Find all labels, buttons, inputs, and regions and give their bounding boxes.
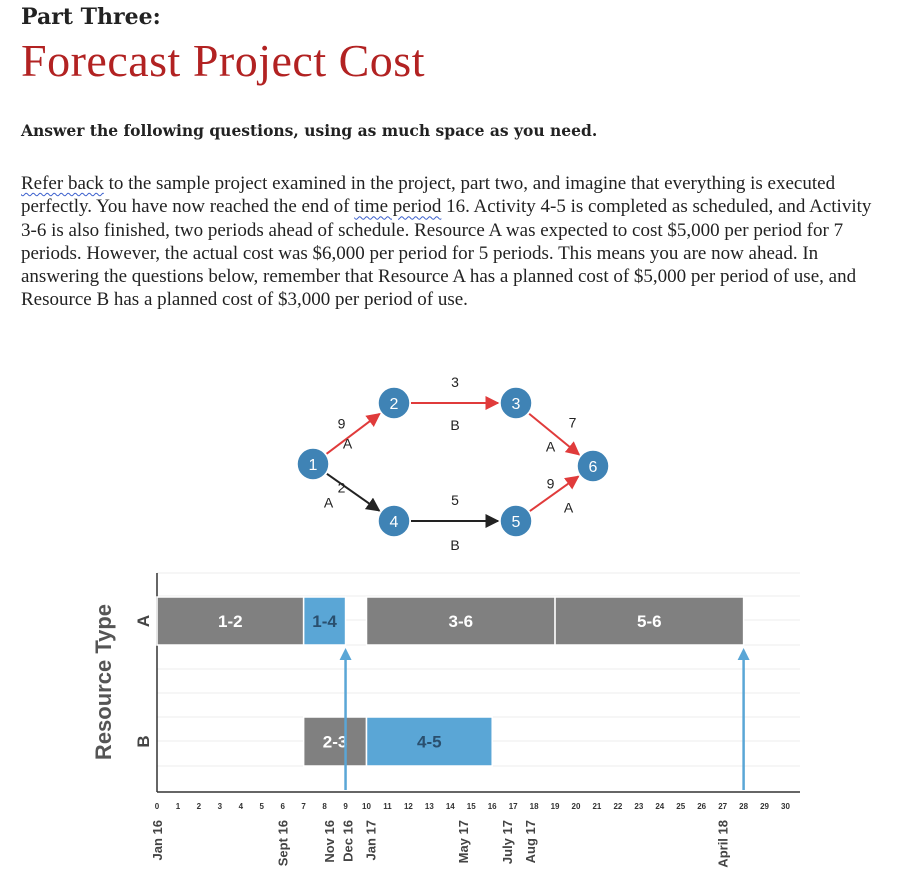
bar-1-4 [302, 596, 347, 646]
tick-label-18: 18 [530, 802, 539, 811]
tick-label-15: 15 [467, 802, 476, 811]
date-label-8: April 18 [716, 820, 731, 868]
tick-label-24: 24 [655, 802, 664, 811]
tick-label-1: 1 [176, 802, 181, 811]
body-paragraph: Refer back to the sample project examine… [21, 172, 883, 312]
tick-label-23: 23 [634, 802, 643, 811]
bar-1-2 [156, 596, 305, 646]
node-label-3: 3 [512, 396, 521, 413]
edge-resource-4-5: B [450, 537, 459, 553]
node-label-6: 6 [589, 459, 598, 476]
node-label-1: 1 [309, 457, 318, 474]
date-label-4: Jan 17 [364, 820, 379, 860]
edge-5-6 [529, 475, 580, 512]
edge-1-4 [326, 472, 381, 512]
tick-label-19: 19 [551, 802, 560, 811]
bar-5-6 [554, 596, 745, 646]
node-2 [377, 386, 411, 420]
node-3 [499, 386, 533, 420]
marker-arrow-1 [737, 648, 750, 660]
tick-label-22: 22 [613, 802, 622, 811]
edge-resource-2-3: B [450, 417, 459, 433]
edge-resource-1-2: A [343, 436, 353, 452]
resource-gantt-chart: Resource Type AB1-2 1-4 3-6 5-62-3 4-50 1 2 3 4 5 6… [91, 572, 800, 868]
edge-resource-1-4: A [324, 495, 334, 511]
y-axis-title: Resource Type [91, 604, 116, 760]
bar-label-1-2: 1-2 [218, 612, 243, 631]
node-label-2: 2 [390, 396, 399, 413]
node-label-5: 5 [512, 514, 521, 531]
edge-3-6 [528, 412, 581, 456]
tick-label-13: 13 [425, 802, 434, 811]
part-label: Part Three: [21, 4, 161, 30]
spellcheck-refer-back: Refer back [21, 173, 104, 194]
date-label-1: Sept 16 [276, 820, 291, 866]
tick-label-16: 16 [488, 802, 497, 811]
tick-label-26: 26 [697, 802, 706, 811]
bar-label-1-4: 1-4 [312, 612, 337, 631]
bar-label-3-6: 3-6 [448, 612, 473, 631]
tick-label-7: 7 [301, 802, 306, 811]
tick-label-4: 4 [239, 802, 244, 811]
bar-label-2-3: 2-3 [323, 733, 348, 752]
paragraph-text-1: to the sample project examined in the pr… [21, 173, 836, 218]
tick-label-9: 9 [343, 802, 348, 811]
date-label-3: Dec 16 [341, 820, 356, 862]
bar-label-4-5: 4-5 [417, 733, 442, 752]
tick-label-0: 0 [155, 802, 160, 811]
tick-label-11: 11 [383, 802, 392, 811]
edge-resource-3-6: A [546, 439, 556, 455]
tick-label-25: 25 [676, 802, 685, 811]
date-label-6: July 17 [500, 820, 515, 864]
node-6 [576, 449, 610, 483]
tick-label-12: 12 [404, 802, 413, 811]
node-5 [499, 504, 533, 538]
edge-duration-1-2: 9 [338, 416, 346, 432]
node-4 [377, 504, 411, 538]
row-label-A: A [134, 615, 153, 627]
node-label-4: 4 [390, 514, 399, 531]
tick-label-30: 30 [781, 802, 790, 811]
tick-label-28: 28 [739, 802, 748, 811]
node-1 [296, 447, 330, 481]
date-label-2: Nov 16 [322, 820, 337, 863]
bar-2-3 [302, 716, 368, 767]
tick-label-17: 17 [509, 802, 518, 811]
tick-label-14: 14 [446, 802, 455, 811]
tick-label-2: 2 [197, 802, 202, 811]
tick-label-27: 27 [718, 802, 727, 811]
edge-duration-4-5: 5 [451, 492, 459, 508]
tick-label-3: 3 [218, 802, 223, 811]
date-label-5: May 17 [456, 820, 471, 863]
bar-4-5 [365, 716, 493, 767]
tick-label-10: 10 [362, 802, 371, 811]
edge-duration-2-3: 3 [451, 374, 459, 390]
tick-label-5: 5 [260, 802, 265, 811]
spellcheck-time-period: time period [354, 196, 442, 218]
edge-duration-1-4: 2 [338, 480, 346, 496]
tick-label-20: 20 [572, 802, 581, 811]
edge-duration-3-6: 7 [569, 415, 577, 431]
date-label-0: Jan 16 [150, 820, 165, 860]
instructions: Answer the following questions, using as… [21, 121, 598, 140]
tick-label-21: 21 [592, 802, 601, 811]
page-title: Forecast Project Cost [21, 35, 425, 86]
tick-label-8: 8 [322, 802, 327, 811]
edge-duration-5-6: 9 [547, 476, 555, 492]
tick-label-6: 6 [280, 802, 285, 811]
paragraph-text-2: 16. Activity 4-5 is completed as schedul… [21, 196, 872, 311]
date-label-7: Aug 17 [523, 820, 538, 863]
tick-label-29: 29 [760, 802, 769, 811]
edge-resource-5-6: A [564, 500, 574, 516]
row-label-B: B [134, 735, 153, 747]
bar-label-5-6: 5-6 [637, 612, 662, 631]
marker-arrow-0 [339, 648, 352, 660]
edge-1-2 [325, 412, 381, 455]
bar-3-6 [365, 596, 556, 646]
